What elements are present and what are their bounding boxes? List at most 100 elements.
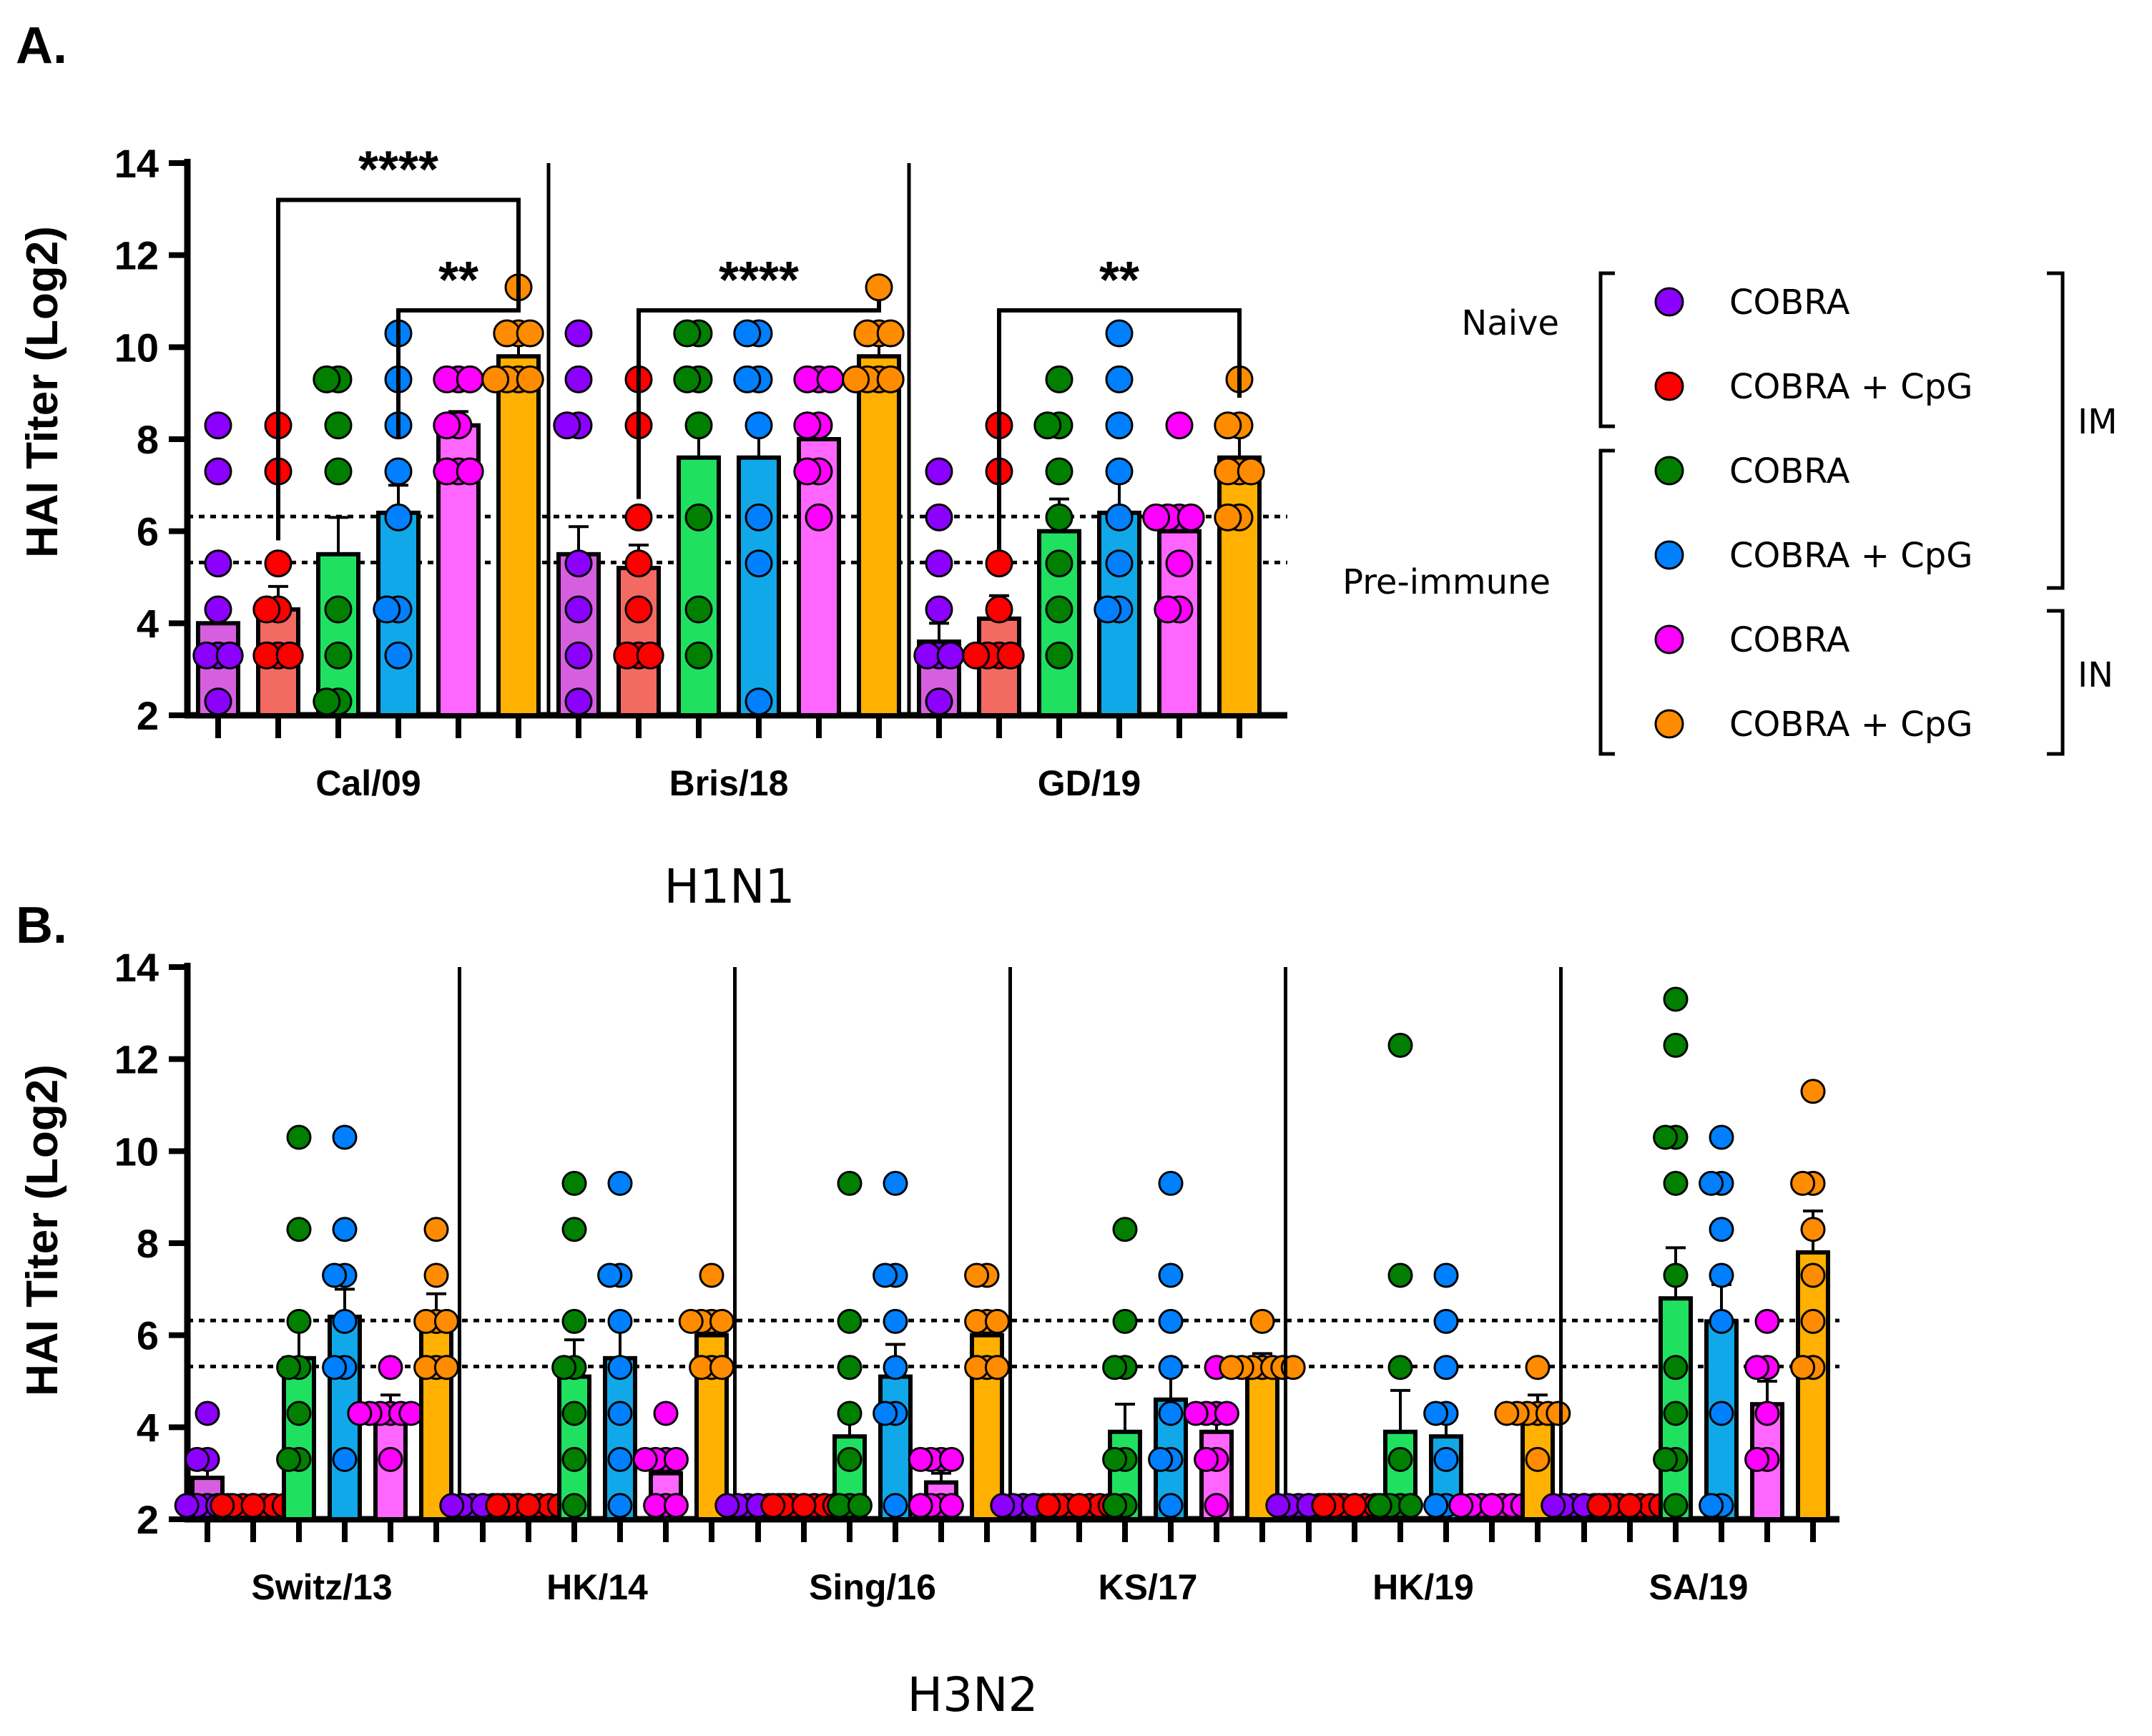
panel-a-data-point (816, 365, 845, 393)
panel-b-data-point (709, 1308, 734, 1334)
panel-b-data-point (322, 1262, 348, 1288)
panel-b-data-point (1102, 1493, 1128, 1519)
panel-a-data-point (564, 549, 593, 578)
panel-b-data-point (423, 1217, 449, 1242)
panel-a-data-point (684, 411, 713, 440)
panel-a-data-point (1142, 503, 1171, 531)
panel-b-data-point (1158, 1401, 1184, 1426)
panel-b-data-point (1112, 1217, 1138, 1242)
panel-b-data-point (286, 1124, 312, 1150)
panel-b-data-point (174, 1493, 200, 1519)
panel-b-data-point (964, 1308, 990, 1334)
panel-b-data-point (1479, 1493, 1505, 1519)
panel-b-data-point (847, 1493, 873, 1519)
panel-b-data-point (1709, 1217, 1734, 1242)
panel-a-data-point (745, 549, 773, 578)
panel-b-data-point (1790, 1170, 1816, 1196)
panel-b-data-point (1102, 1446, 1128, 1472)
panel-b-data-point (1663, 1493, 1689, 1519)
panel-a-data-point (456, 457, 484, 486)
panel-a-data-point (564, 595, 593, 624)
panel-b-data-point (714, 1493, 740, 1519)
panel-b-data-point (1709, 1262, 1734, 1288)
panel-b-data-point (873, 1401, 898, 1426)
panel-b-data-point (883, 1170, 908, 1196)
panel-b-data-point (964, 1262, 990, 1288)
panel-b-data-point (1342, 1493, 1367, 1519)
panel-b-data-point (607, 1446, 633, 1472)
panel-a-data-point (564, 365, 593, 393)
panel-b-data-point (1158, 1493, 1184, 1519)
panel-b-data-point (837, 1401, 863, 1426)
panel-b-data-point (1219, 1355, 1244, 1381)
panel-a-data-point (564, 687, 593, 716)
panel-b-data-point (1699, 1170, 1724, 1196)
panel-a-data-point (373, 595, 401, 624)
panel-b-data-point (1546, 1401, 1571, 1426)
panel-b-label: B. (16, 897, 67, 954)
panel-b-data-point (1158, 1355, 1184, 1381)
panel-b-data-point (1204, 1493, 1229, 1519)
panel-a-data-point (1105, 549, 1134, 578)
panel-a-data-point (384, 503, 413, 531)
in-bracket (2047, 609, 2065, 756)
legend-marker (1654, 371, 1684, 401)
panel-a-data-point (1237, 457, 1265, 486)
panel-b-data-point (1663, 1355, 1689, 1381)
panel-b-data-point (378, 1446, 403, 1472)
panel-b-data-point (516, 1493, 541, 1519)
panel-b-data-point (607, 1355, 633, 1381)
panel-b-data-point (439, 1493, 465, 1519)
panel-b-data-point (561, 1217, 587, 1242)
panel-a-data-point (624, 549, 653, 578)
naive-label: Naive (1461, 303, 1559, 343)
panel-b-data-point (1387, 1446, 1413, 1472)
panel-a-data-point (1176, 503, 1205, 531)
panel-b-data-point (1494, 1401, 1520, 1426)
panel-a-data-point (252, 641, 281, 670)
panel-a-data-point (553, 411, 581, 440)
panel-b-data-point (1387, 1032, 1413, 1058)
panel-a-data-point (204, 457, 232, 486)
panel-a-data-point (1045, 503, 1073, 531)
panel-b-data-point (1214, 1401, 1239, 1426)
panel-b-data-point (413, 1308, 439, 1334)
panel-a-data-point (516, 319, 544, 348)
panel-b-data-point (1311, 1493, 1337, 1519)
panel-a-data-point (1165, 549, 1194, 578)
panel-b-data-point (195, 1401, 220, 1426)
panel-b-category-label: HK/14 (546, 1567, 648, 1607)
panel-b-data-point (1586, 1493, 1612, 1519)
panel-a-data-point (1045, 365, 1073, 393)
panel-b-data-point (1800, 1308, 1826, 1334)
panel-b-data-point (1433, 1355, 1459, 1381)
panel-b-data-point (908, 1446, 933, 1472)
panel-a-data-point (324, 595, 353, 624)
panel-a-data-point (433, 365, 461, 393)
panel-b-data-point (663, 1446, 689, 1472)
panel-b-group-label: H3N2 (908, 1667, 1038, 1722)
panel-b-data-point (837, 1170, 863, 1196)
panel-b-data-point (709, 1355, 734, 1381)
panel-b-data-point (1448, 1493, 1474, 1519)
legend-label: COBRA + CpG (1729, 536, 1972, 576)
panel-a-data-point (793, 411, 822, 440)
panel-a-data-point (1045, 595, 1073, 624)
legend-marker (1654, 540, 1684, 570)
panel-b-data-point (185, 1446, 210, 1472)
panel-a-y-tick-label: 8 (137, 417, 159, 462)
panel-a-data-point (842, 365, 870, 393)
panel-a-data-point (636, 641, 664, 670)
panel-b-data-point (791, 1493, 817, 1519)
panel-b-y-tick-label: 10 (114, 1129, 159, 1174)
panel-b-data-point (332, 1446, 358, 1472)
panel-a-data-point (1105, 365, 1134, 393)
panel-b-data-point (1790, 1355, 1816, 1381)
panel-a-data-point (204, 687, 232, 716)
panel-a-data-point (684, 503, 713, 531)
panel-b-data-point (286, 1308, 312, 1334)
panel-b-y-tick-label: 8 (137, 1221, 159, 1266)
panel-b-data-point (607, 1308, 633, 1334)
